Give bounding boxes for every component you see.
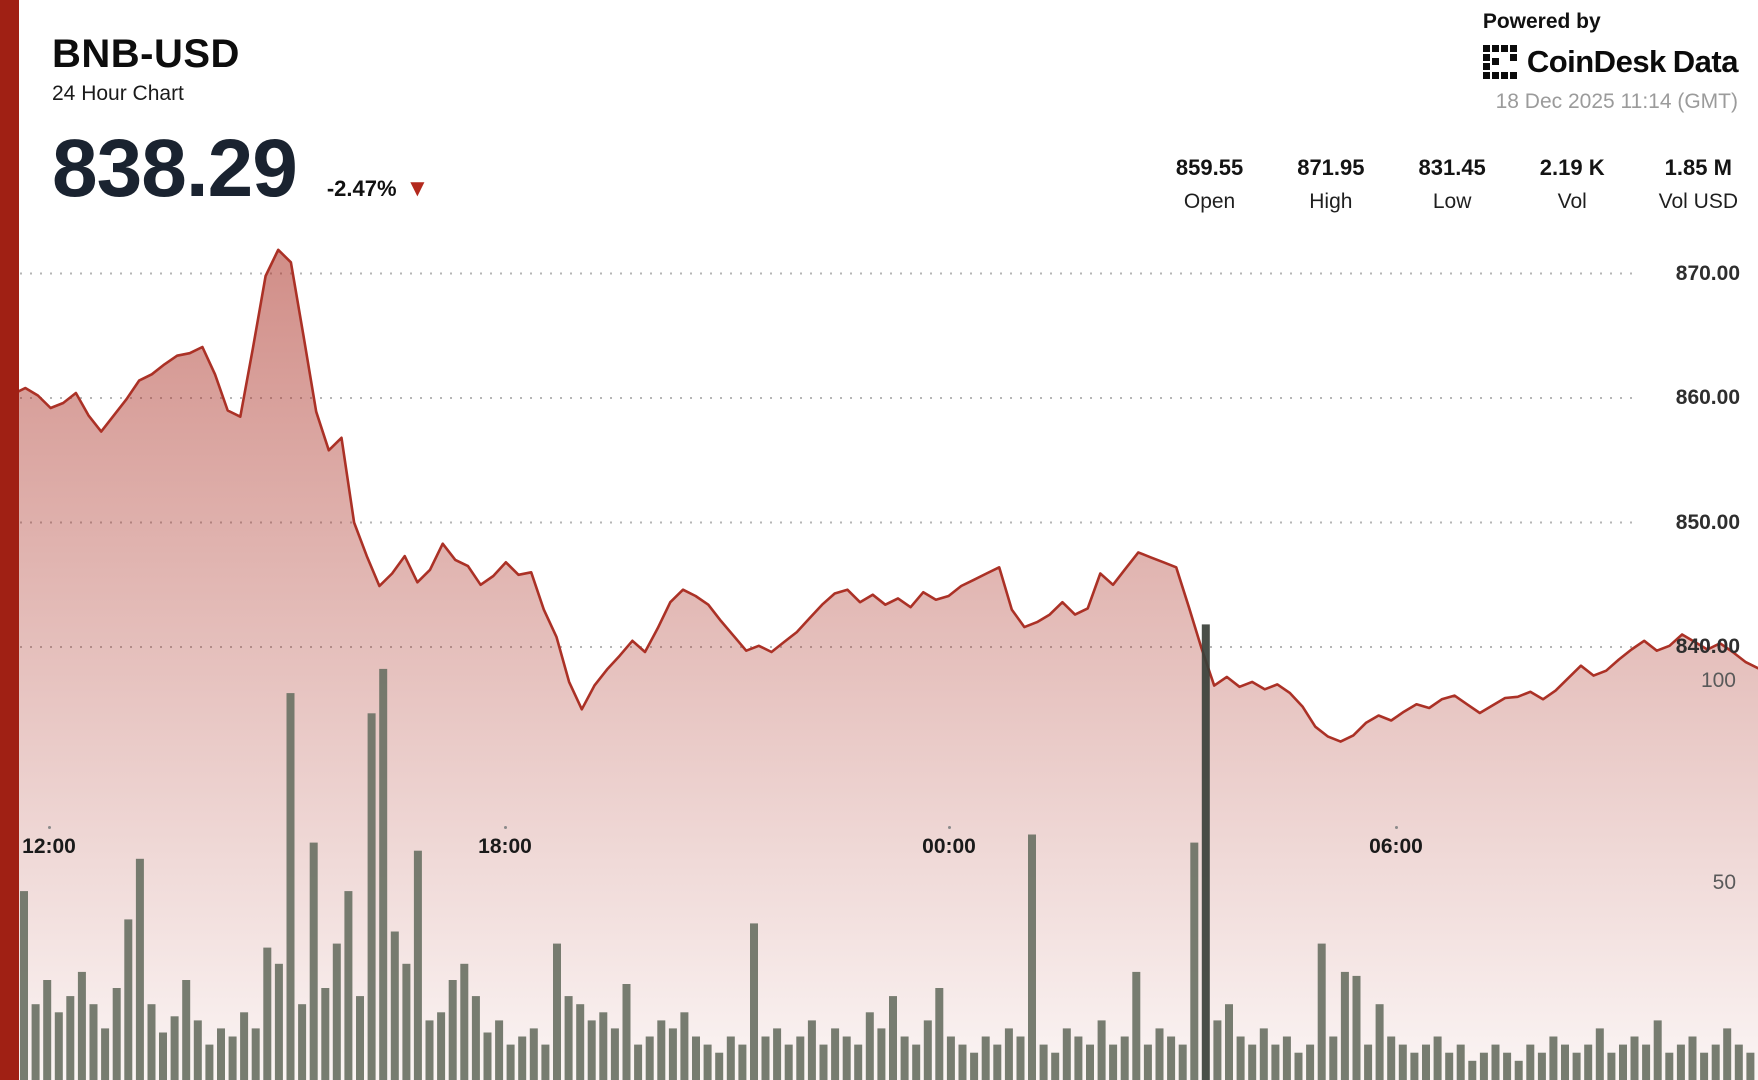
stat-high-value: 871.95 bbox=[1297, 155, 1365, 180]
stat-volume-usd-label: Vol USD bbox=[1658, 190, 1738, 213]
price-change: -2.47% ▼ bbox=[327, 175, 429, 203]
chart-subtitle: 24 Hour Chart bbox=[52, 82, 184, 105]
price-row: 838.29 -2.47% ▼ bbox=[52, 128, 429, 210]
stat-volume-usd-value: 1.85 M bbox=[1664, 155, 1732, 180]
change-percent: -2.47% bbox=[326, 176, 397, 201]
coindesk-icon bbox=[1482, 45, 1517, 79]
stat-low: 831.45 Low bbox=[1419, 155, 1486, 214]
timestamp: 18 Dec 2025 11:14 (GMT) bbox=[1495, 90, 1738, 113]
down-triangle-icon: ▼ bbox=[405, 175, 430, 202]
stat-low-label: Low bbox=[1432, 190, 1472, 213]
ohlc-stats-row: 859.55 Open 871.95 High 831.45 Low 2.19 … bbox=[1176, 155, 1738, 214]
brand-data: Data bbox=[1672, 44, 1739, 79]
symbol-title: BNB-USD bbox=[52, 32, 240, 76]
instrument-header: BNB-USD 24 Hour Chart 838.29 -2.47% ▼ bbox=[52, 32, 429, 210]
powered-by-label: Powered by bbox=[1482, 10, 1601, 33]
stat-volume: 2.19 K Vol bbox=[1540, 155, 1605, 214]
branding-block: Powered by CoinDesk Data bbox=[1482, 10, 1739, 114]
stat-volume-label: Vol bbox=[1557, 190, 1587, 213]
stat-volume-usd: 1.85 M Vol USD bbox=[1659, 155, 1738, 214]
stat-high: 871.95 High bbox=[1297, 155, 1364, 214]
stat-volume-value: 2.19 K bbox=[1539, 155, 1605, 180]
coindesk-data-logo[interactable]: CoinDesk Data bbox=[1482, 44, 1739, 80]
brand-name: CoinDesk Data bbox=[1526, 44, 1739, 80]
stat-high-label: High bbox=[1309, 190, 1353, 213]
stat-low-value: 831.45 bbox=[1418, 155, 1486, 180]
stat-open-label: Open bbox=[1183, 190, 1236, 213]
last-price: 838.29 bbox=[52, 123, 298, 214]
brand-coindesk: CoinDesk bbox=[1526, 44, 1666, 79]
stat-open-value: 859.55 bbox=[1175, 155, 1244, 180]
stat-open: 859.55 Open bbox=[1176, 155, 1243, 214]
